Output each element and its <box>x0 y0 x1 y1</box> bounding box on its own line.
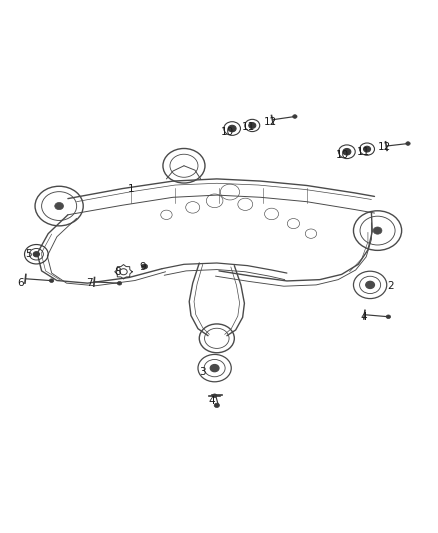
Text: 3: 3 <box>199 367 206 377</box>
Ellipse shape <box>55 203 64 209</box>
Text: 4: 4 <box>208 397 215 406</box>
Ellipse shape <box>117 281 122 285</box>
Ellipse shape <box>49 279 54 282</box>
Ellipse shape <box>343 149 351 155</box>
Text: 1: 1 <box>128 183 135 193</box>
Text: 9: 9 <box>139 262 146 271</box>
Text: 10: 10 <box>336 150 349 160</box>
Text: 5: 5 <box>25 249 32 259</box>
Ellipse shape <box>214 403 219 408</box>
Ellipse shape <box>373 227 382 234</box>
Text: 10: 10 <box>221 127 234 136</box>
Text: 12: 12 <box>378 142 391 152</box>
Ellipse shape <box>366 281 374 288</box>
Ellipse shape <box>210 365 219 372</box>
Text: 8: 8 <box>114 266 121 277</box>
Ellipse shape <box>249 123 256 128</box>
Text: 11: 11 <box>242 122 255 132</box>
Text: 2: 2 <box>387 281 394 291</box>
Ellipse shape <box>212 394 217 398</box>
Text: 11: 11 <box>357 147 370 157</box>
Ellipse shape <box>406 142 410 146</box>
Ellipse shape <box>364 146 371 152</box>
Ellipse shape <box>228 125 236 132</box>
Ellipse shape <box>386 315 391 319</box>
Text: 6: 6 <box>18 278 25 288</box>
Ellipse shape <box>141 264 148 269</box>
Text: 12: 12 <box>264 117 277 127</box>
Ellipse shape <box>293 115 297 118</box>
Ellipse shape <box>33 252 39 257</box>
Text: 4: 4 <box>360 312 367 322</box>
Text: 7: 7 <box>86 278 93 288</box>
